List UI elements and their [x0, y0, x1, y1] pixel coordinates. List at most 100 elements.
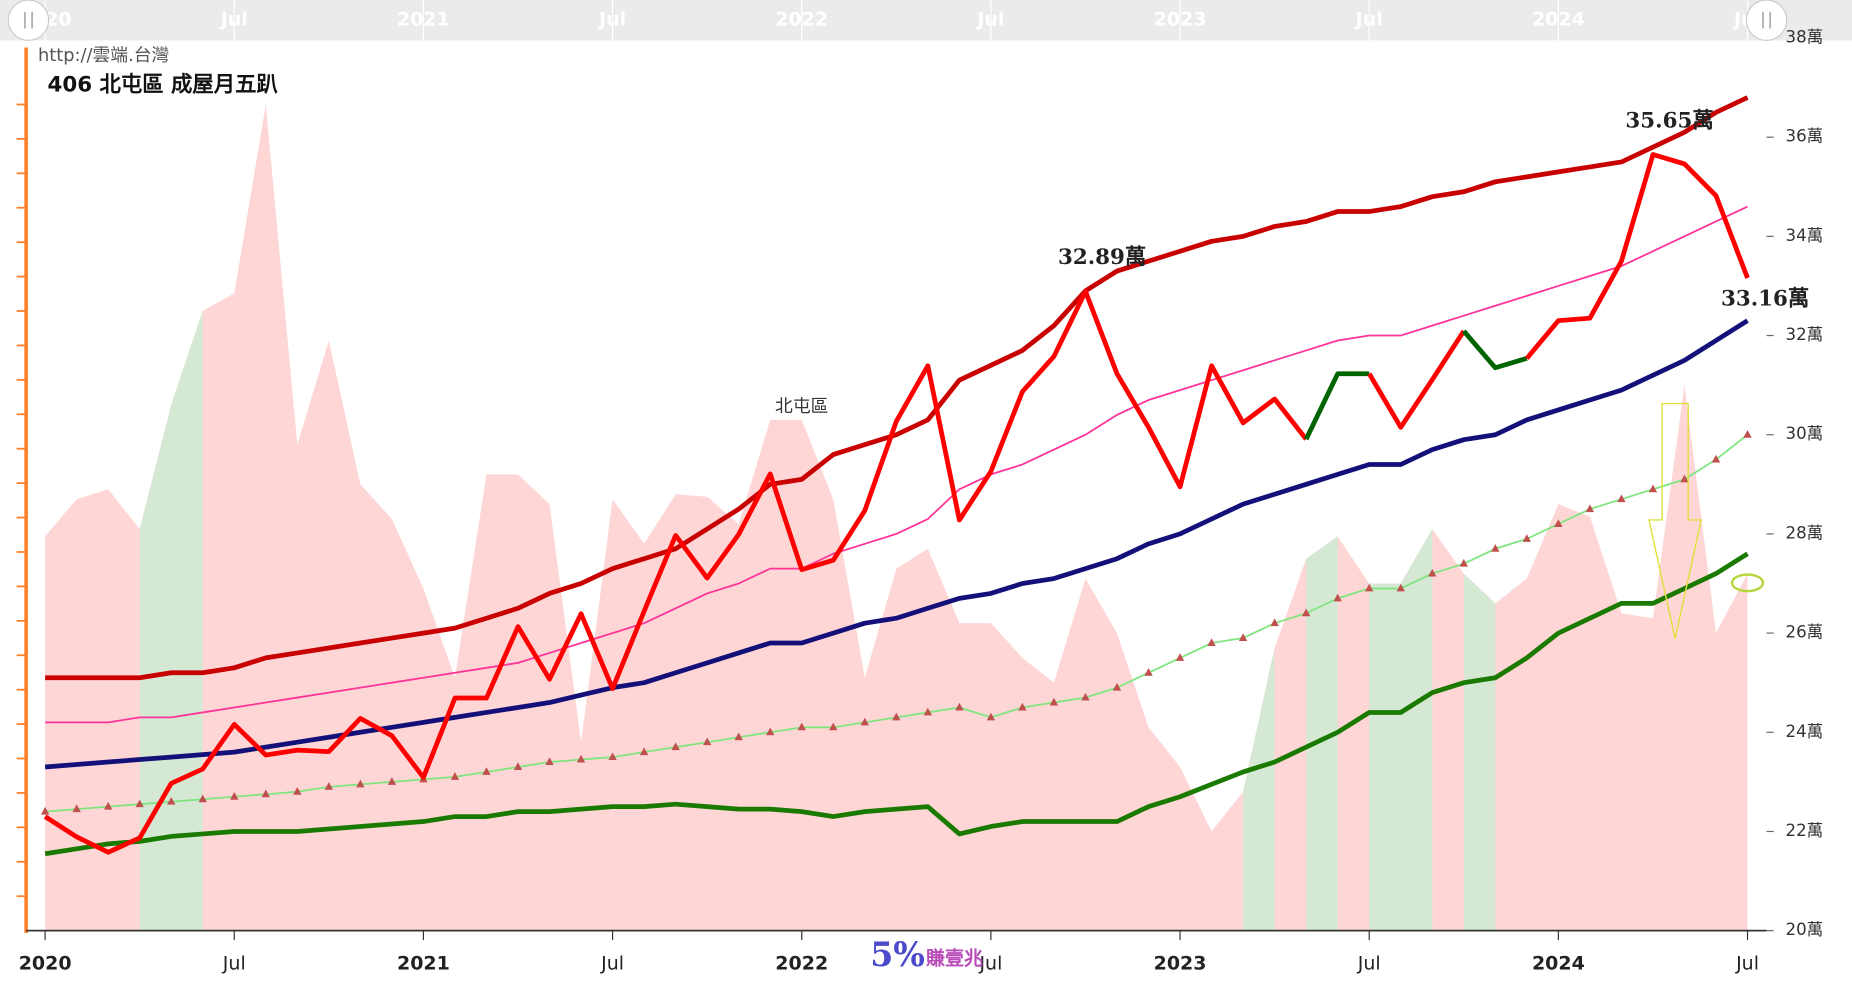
navigator-handle[interactable] [1745, 0, 1788, 41]
point-marker [261, 789, 270, 798]
y-tick-label: 32萬 [1786, 325, 1824, 344]
point-marker [1648, 484, 1658, 493]
point-marker [1617, 494, 1626, 503]
point-marker [1491, 544, 1500, 552]
x-tick-label: 2024 [1532, 952, 1585, 974]
navigator[interactable] [0, 0, 1852, 41]
point-marker [40, 806, 50, 815]
x-tick-label: Jul [1357, 952, 1381, 974]
point-marker [1302, 608, 1311, 617]
point-marker [482, 767, 491, 775]
x-tick-label: 2022 [775, 952, 828, 974]
point-marker [198, 794, 207, 803]
annotation: 35.65萬 [1625, 108, 1713, 133]
series-line [43, 289, 1309, 855]
point-marker [324, 782, 334, 790]
point-marker [576, 754, 586, 763]
point-marker [639, 747, 649, 756]
navigator-label: Jul [597, 9, 626, 31]
point-marker [1112, 682, 1122, 691]
navigator-label: 2023 [1154, 9, 1207, 31]
point-marker [1049, 697, 1059, 706]
point-marker [104, 801, 113, 810]
y-tick-label: 26萬 [1786, 623, 1824, 642]
subtitle: http://雲端.台灣 [38, 45, 169, 66]
point-marker [1365, 583, 1374, 592]
x-tick-label: 2020 [19, 952, 72, 974]
navigator-label: Jul [219, 9, 248, 31]
point-marker [293, 787, 302, 795]
point-marker [892, 712, 901, 721]
plot: 20萬 22萬 24萬 26萬 28萬 30萬 32萬 34萬 36萬 38萬 2020 Jul 202… [19, 27, 1824, 974]
point-marker [1144, 668, 1153, 676]
y-tick-label: 20萬 [1786, 920, 1824, 939]
y-tick-label: 34萬 [1786, 226, 1824, 245]
y-tick-label: 38萬 [1786, 27, 1824, 46]
point-marker [797, 722, 806, 731]
series-name: 北屯區 [775, 396, 828, 417]
point-marker [860, 717, 869, 726]
point-marker [1428, 568, 1437, 577]
series-line [44, 318, 1749, 770]
point-marker [829, 722, 838, 731]
point-marker [986, 712, 996, 721]
y-tick-label: 30萬 [1786, 424, 1824, 443]
series-line [1461, 329, 1528, 371]
point-marker [1333, 593, 1342, 602]
navigator-label: 2022 [775, 9, 828, 31]
navigator-label: 2021 [397, 9, 450, 31]
x-tick-label: Jul [600, 952, 624, 974]
navigator-label: Jul [1354, 9, 1383, 31]
point-marker [1018, 702, 1027, 711]
x-tick-label: Jul [978, 952, 1002, 974]
point-marker [167, 796, 176, 805]
y-tick-label: 28萬 [1786, 523, 1824, 542]
navigator-label: 2024 [1532, 9, 1585, 31]
point-marker [923, 707, 933, 716]
point-marker [1207, 638, 1216, 646]
point-marker [450, 772, 460, 780]
area-highlight [1369, 528, 1433, 931]
series-line [44, 551, 1749, 857]
y-tick-label: 24萬 [1786, 722, 1824, 741]
x-tick-label: 2021 [397, 952, 450, 974]
point-marker [1585, 504, 1595, 513]
point-marker [734, 732, 743, 741]
point-marker [955, 702, 964, 711]
watermark: 賺壹兆 [926, 947, 983, 970]
series-line [45, 205, 1748, 724]
down-arrow [1648, 402, 1703, 639]
area-highlight [1243, 647, 1275, 931]
point-marker [1459, 558, 1468, 567]
watermark: 5% [870, 935, 925, 974]
series-line [1525, 152, 1750, 360]
point-marker [356, 779, 365, 788]
x-tick-label: Jul [222, 952, 246, 974]
y-tick-label: 22萬 [1786, 821, 1824, 840]
point-marker [1081, 692, 1090, 701]
point-marker [1270, 618, 1279, 627]
point-marker [671, 742, 680, 751]
point-marker [72, 804, 81, 813]
point-marker [608, 752, 617, 761]
point-marker [387, 777, 397, 785]
point-marker [1680, 474, 1689, 483]
left-axis-ticks [16, 103, 27, 898]
point-marker [513, 762, 523, 770]
point-marker [545, 757, 554, 766]
y-tick-label: 36萬 [1786, 127, 1824, 146]
point-marker [1175, 653, 1185, 661]
navigator-label: Jul [975, 9, 1004, 31]
x-tick-label: Jul [1735, 952, 1759, 974]
series-line [1367, 329, 1466, 430]
annotation: 32.89萬 [1058, 245, 1146, 270]
navigator-handle[interactable] [7, 0, 50, 41]
x-tick-label: 2023 [1154, 952, 1207, 974]
point-marker [135, 799, 144, 808]
point-marker [1554, 519, 1563, 527]
series-line [45, 95, 1749, 681]
point-marker [1396, 583, 1405, 592]
chart-title: 406 北屯區 成屋月五趴 [47, 71, 278, 97]
marker-ellipse [1730, 573, 1765, 593]
